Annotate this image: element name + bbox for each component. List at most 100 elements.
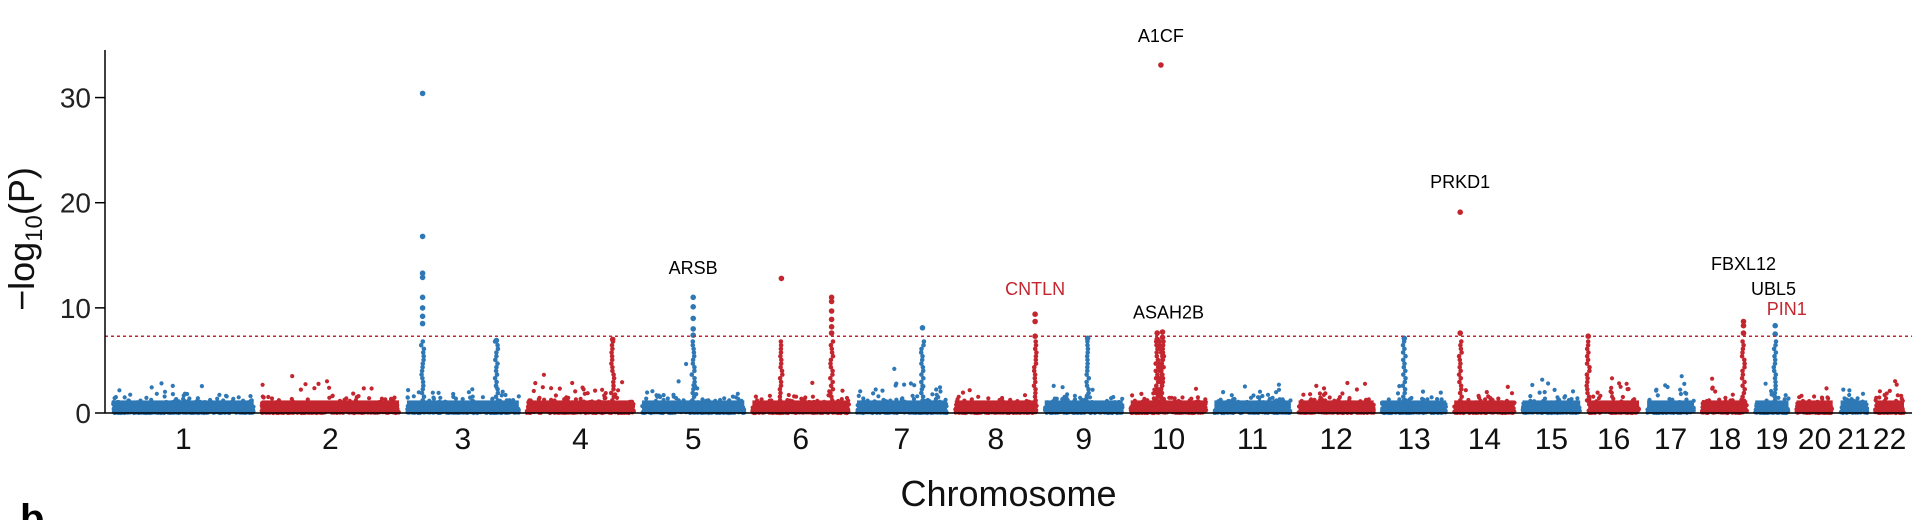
background-point	[1065, 392, 1070, 397]
background-point	[1337, 395, 1342, 400]
background-point	[1090, 387, 1095, 392]
background-point	[960, 390, 966, 395]
background-point	[327, 385, 332, 390]
background-point	[578, 396, 583, 401]
background-point	[908, 381, 914, 386]
background-point	[470, 387, 475, 392]
background-point	[117, 388, 122, 393]
background-point	[1229, 393, 1234, 398]
background-point	[573, 389, 578, 394]
background-point	[436, 390, 441, 395]
background-point	[533, 381, 538, 386]
background-point	[934, 387, 939, 392]
background-point	[1265, 392, 1271, 397]
background-point	[1347, 396, 1352, 401]
background-point	[324, 379, 330, 384]
background-point	[1340, 391, 1345, 396]
background-point	[1072, 393, 1077, 398]
background-point	[976, 394, 981, 399]
background-point	[1195, 395, 1200, 400]
background-point	[810, 380, 815, 385]
background-point	[1301, 392, 1306, 397]
background-point	[344, 396, 349, 401]
background-point	[893, 383, 898, 388]
background-point	[912, 383, 917, 388]
background-point	[593, 388, 598, 393]
background-point	[1274, 390, 1279, 395]
background-point	[1321, 386, 1327, 391]
background-point	[1345, 380, 1350, 386]
background-point	[620, 380, 625, 385]
background-point	[910, 393, 915, 398]
background-point	[722, 396, 727, 401]
background-point	[128, 392, 133, 397]
chromosome-point-band	[1298, 400, 1374, 413]
background-point	[1255, 395, 1261, 400]
background-point	[438, 395, 443, 400]
background-point	[1221, 390, 1226, 395]
background-point	[986, 396, 991, 401]
background-point	[759, 397, 764, 402]
background-point	[892, 366, 897, 371]
background-point	[431, 395, 436, 400]
background-point	[289, 396, 294, 402]
background-point	[915, 394, 920, 399]
background-point	[1276, 387, 1282, 392]
background-point	[658, 394, 663, 400]
background-point	[902, 382, 907, 387]
background-point	[644, 396, 649, 401]
chromosome-point-band	[1044, 400, 1123, 413]
background-point	[466, 390, 471, 395]
background-point	[930, 392, 935, 397]
chromosome-point-band	[526, 400, 635, 413]
background-point	[537, 395, 542, 400]
background-point	[676, 379, 681, 384]
background-point	[1060, 385, 1065, 390]
background-point	[1130, 393, 1135, 398]
background-point	[531, 388, 536, 394]
background-point	[570, 380, 575, 386]
background-point	[1120, 396, 1125, 401]
chromosome-point-band	[857, 400, 947, 413]
background-point	[880, 388, 885, 393]
background-point	[500, 389, 505, 394]
background-point	[1109, 396, 1114, 401]
background-points	[111, 361, 1906, 416]
background-point	[549, 386, 554, 391]
chromosome-point-band	[642, 400, 745, 413]
chromosome-point-band	[113, 400, 254, 413]
background-point	[735, 391, 740, 396]
background-point	[1242, 384, 1247, 389]
background-point	[361, 386, 366, 391]
background-point	[840, 388, 845, 393]
background-point	[1354, 387, 1359, 392]
background-point	[1167, 395, 1172, 400]
chromosome-point-band	[261, 400, 399, 413]
background-point	[162, 389, 168, 394]
background-point	[900, 396, 905, 401]
background-point	[1193, 386, 1199, 391]
background-point	[269, 396, 275, 401]
background-point	[199, 384, 204, 389]
background-point	[1180, 395, 1185, 400]
background-point	[1308, 392, 1313, 397]
background-point	[379, 396, 384, 401]
background-point	[162, 394, 167, 399]
background-point	[1327, 395, 1332, 400]
background-point	[460, 397, 465, 402]
background-point	[671, 392, 676, 397]
background-point	[1060, 397, 1065, 402]
background-point	[1172, 396, 1177, 401]
background-point	[553, 393, 559, 398]
chromosome-point-band	[752, 400, 849, 413]
background-point	[786, 392, 791, 398]
background-point	[170, 392, 175, 397]
chromosome-point-band	[1214, 400, 1291, 413]
background-point	[260, 394, 265, 399]
background-point	[144, 395, 149, 400]
background-point	[303, 382, 308, 387]
background-point	[499, 393, 504, 398]
background-point	[356, 394, 361, 399]
background-point	[181, 393, 186, 398]
